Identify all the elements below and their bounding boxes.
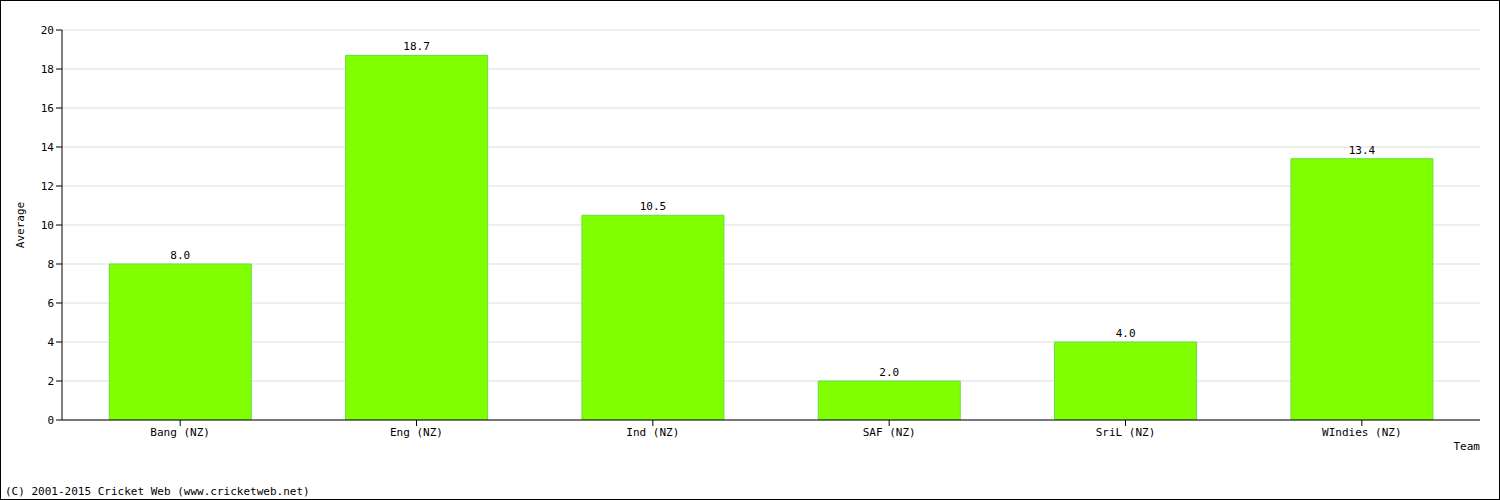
svg-text:8.0: 8.0: [170, 249, 190, 262]
svg-text:2: 2: [47, 375, 54, 388]
svg-text:12: 12: [41, 180, 54, 193]
svg-text:13.4: 13.4: [1349, 144, 1376, 157]
html-text:Team: Team: [1453, 440, 1480, 453]
svg-text:Eng (NZ): Eng (NZ): [390, 426, 443, 439]
svg-text:20: 20: [41, 24, 54, 37]
svg-text:10: 10: [41, 219, 54, 232]
svg-text:2.0: 2.0: [879, 366, 899, 379]
svg-text:Average: Average: [14, 202, 27, 248]
svg-text:Ind (NZ): Ind (NZ): [626, 426, 679, 439]
svg-text:Bang (NZ): Bang (NZ): [150, 426, 210, 439]
svg-text:WIndies (NZ): WIndies (NZ): [1322, 426, 1401, 439]
svg-text:4: 4: [47, 336, 54, 349]
html-text:(C) 2001-2015 Cricket Web (www: (C) 2001-2015 Cricket Web (www.cricketwe…: [5, 485, 310, 498]
svg-text:16: 16: [41, 102, 54, 115]
svg-text:6: 6: [47, 297, 54, 310]
svg-text:18.7: 18.7: [403, 40, 430, 53]
svg-text:4.0: 4.0: [1116, 327, 1136, 340]
svg-text:10.5: 10.5: [640, 200, 667, 213]
svg-text:8: 8: [47, 258, 54, 271]
svg-text:SAF (NZ): SAF (NZ): [863, 426, 916, 439]
svg-text:0: 0: [47, 414, 54, 427]
svg-text:14: 14: [41, 141, 55, 154]
svg-text:SriL (NZ): SriL (NZ): [1096, 426, 1156, 439]
svg-text:18: 18: [41, 63, 54, 76]
